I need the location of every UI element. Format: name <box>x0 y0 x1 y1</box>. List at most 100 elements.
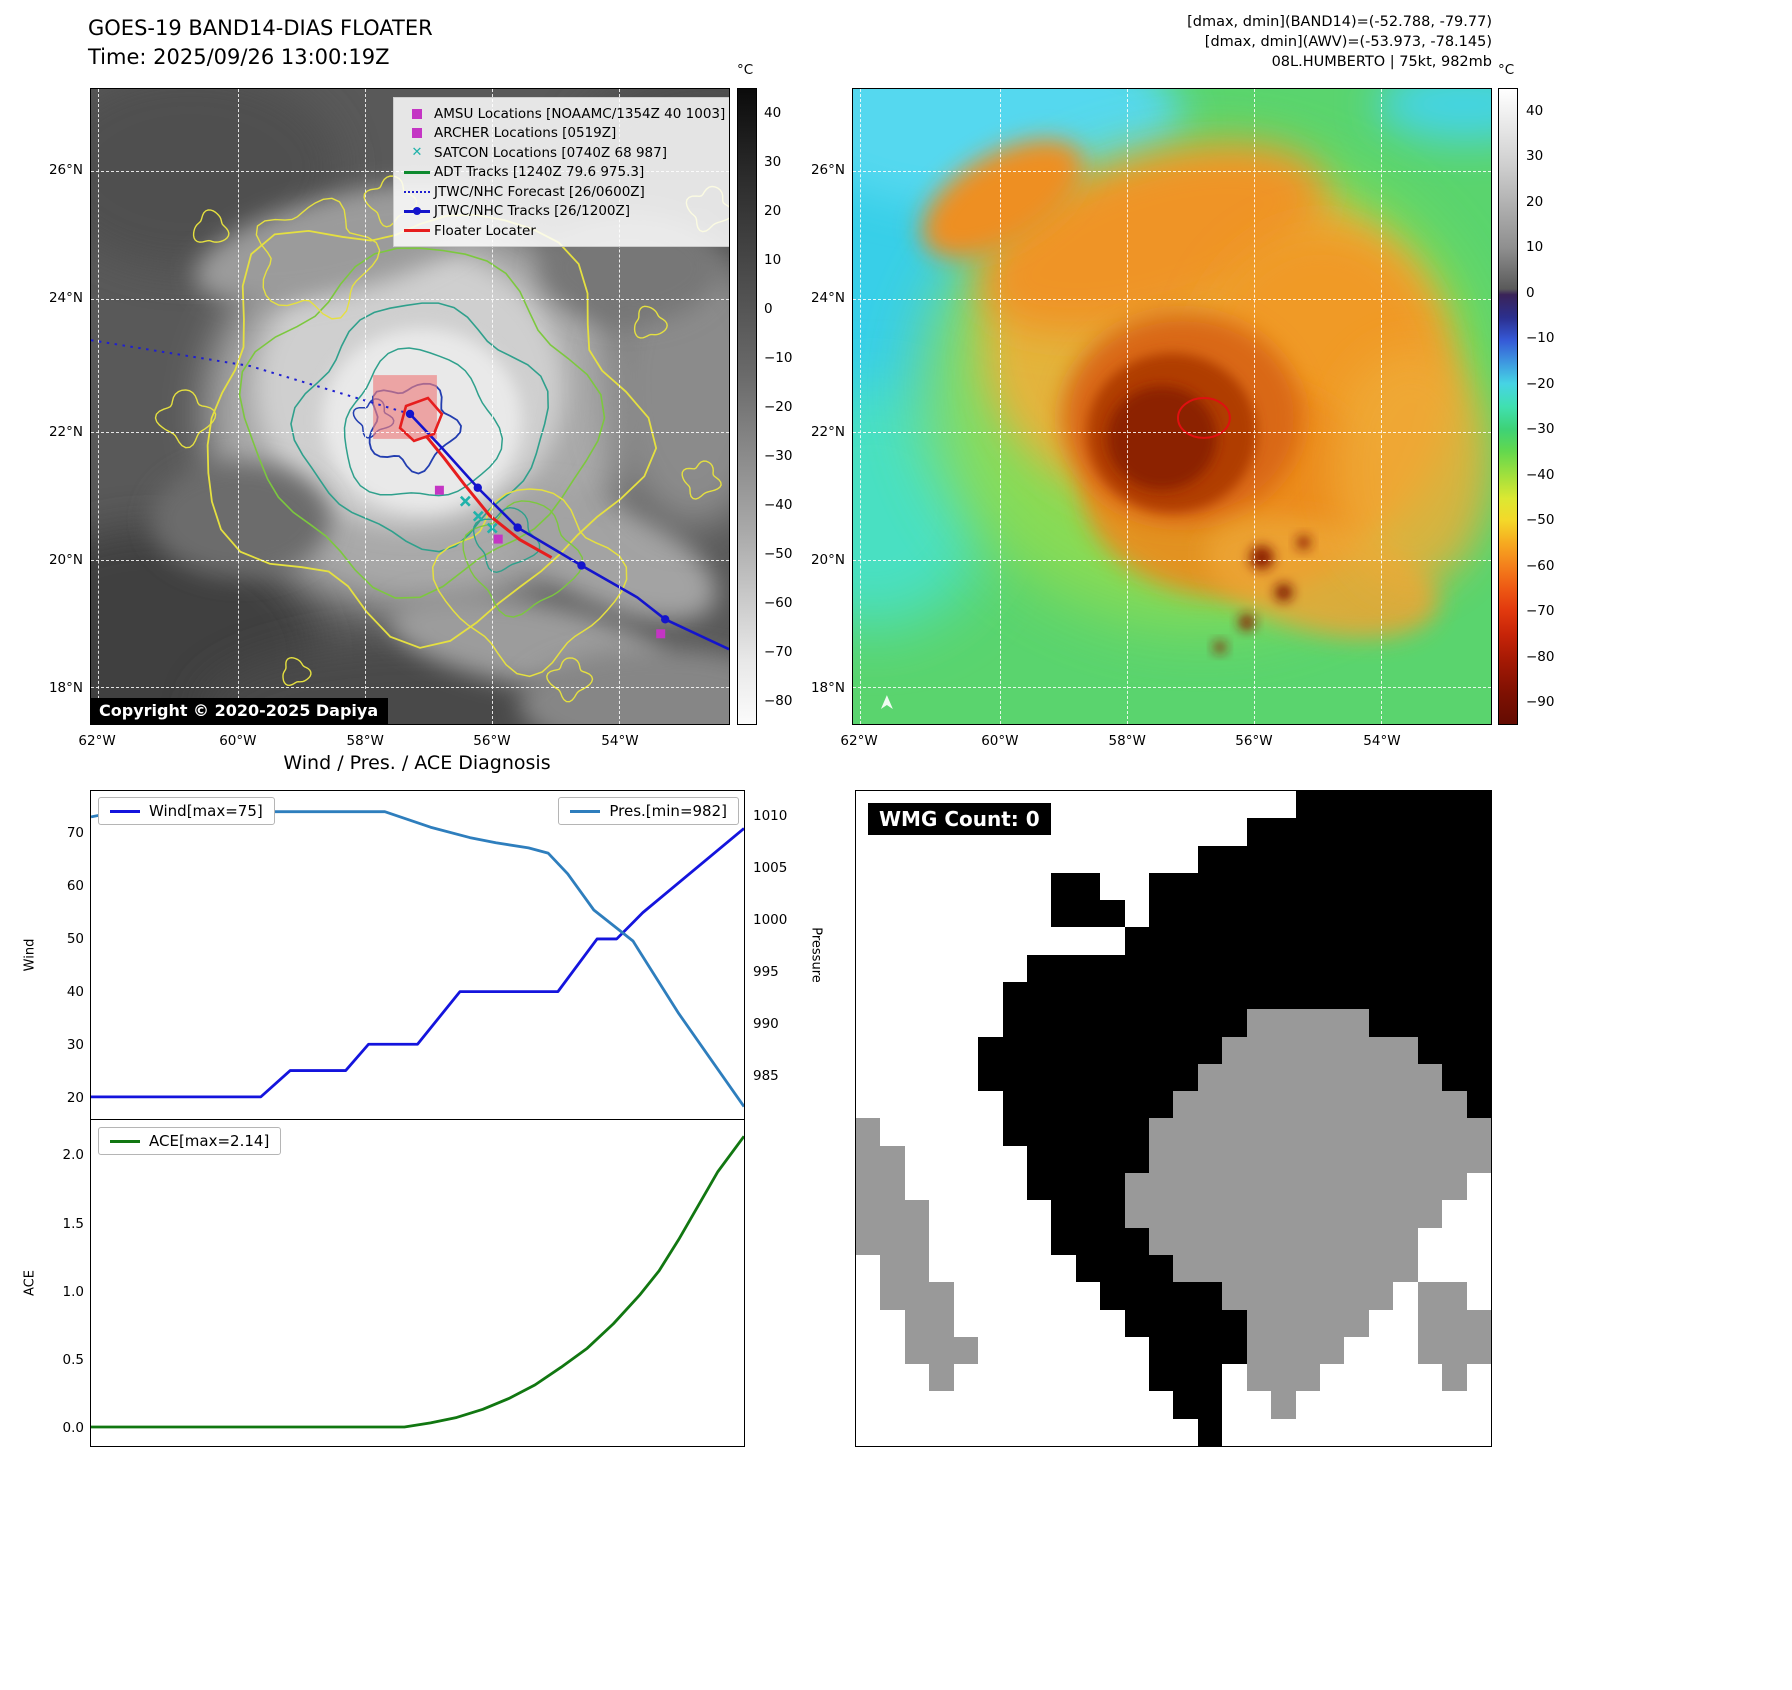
wmg-cell <box>1002 872 1027 901</box>
wmg-cell <box>953 1309 979 1337</box>
wmg-cell <box>880 1173 905 1201</box>
wmg-cell <box>1417 1036 1443 1064</box>
wmg-cell <box>1320 1309 1345 1337</box>
wmg-cell <box>1222 872 1247 901</box>
wmg-cell <box>1197 1036 1223 1064</box>
wmg-cell <box>1222 1200 1247 1228</box>
legend-marker-square <box>400 128 434 139</box>
wmg-cell <box>1442 818 1467 846</box>
wmg-cell <box>1246 1309 1272 1337</box>
wmg-cell <box>1320 1364 1345 1392</box>
wmg-cell <box>904 1227 930 1255</box>
wmg-cell <box>1173 1063 1198 1092</box>
wmg-cell <box>1442 1282 1467 1310</box>
wmg-cell <box>1466 954 1491 983</box>
wmg-cell <box>1344 900 1369 928</box>
wmg-cell <box>1051 791 1076 819</box>
wmg-cell <box>1002 900 1027 928</box>
wmg-cell <box>1320 845 1345 873</box>
wmg-cell <box>1344 845 1369 873</box>
wmg-cell <box>1393 1173 1418 1201</box>
wmg-cell <box>1442 1145 1467 1174</box>
wmg-cell <box>1344 1309 1369 1337</box>
wmg-cell <box>904 1091 930 1119</box>
wmg-cell <box>1466 791 1491 819</box>
wmg-cell <box>1075 1254 1101 1283</box>
wmg-cell <box>1075 1336 1101 1365</box>
wmg-cell <box>1320 927 1345 955</box>
wmg-cell <box>1002 1063 1027 1092</box>
wind-tick-label: 20 <box>66 1089 84 1106</box>
wmg-cell <box>1197 1227 1223 1255</box>
wmg-cell <box>978 1173 1003 1201</box>
wmg-cell <box>953 1418 979 1446</box>
wmg-cell <box>1197 1173 1223 1201</box>
wmg-cell <box>1466 872 1491 901</box>
storm-header: [dmax, dmin](BAND14)=(-52.788, -79.77) [… <box>892 12 1492 72</box>
wmg-cell <box>1173 1036 1198 1064</box>
wmg-cell <box>1344 1173 1369 1201</box>
wmg-cell <box>1417 1254 1443 1283</box>
wmg-cell <box>1002 1091 1027 1119</box>
wmg-cell <box>1246 1336 1272 1365</box>
wmg-cell <box>1368 872 1394 901</box>
wmg-cell <box>1002 1227 1027 1255</box>
wmg-cell <box>929 982 954 1010</box>
wmg-cell <box>1344 1009 1369 1037</box>
wmg-cell <box>1442 1309 1467 1337</box>
wmg-cell <box>1100 1418 1125 1446</box>
wmg-cell <box>1393 1145 1418 1174</box>
wind-tick-label: 70 <box>66 824 84 841</box>
ace-tick-label: 0.5 <box>62 1351 84 1368</box>
x-marker-icon: ✕ <box>411 145 423 161</box>
wmg-cell <box>856 1063 881 1092</box>
wmg-cell <box>1197 1200 1223 1228</box>
wmg-cell <box>1344 1063 1369 1092</box>
wmg-cell <box>978 1254 1003 1283</box>
wmg-cell <box>1368 1145 1394 1174</box>
wmg-cell <box>1124 954 1150 983</box>
wmg-cell <box>1149 1254 1174 1283</box>
wmg-cell <box>1320 1145 1345 1174</box>
wmg-cell <box>1246 982 1272 1010</box>
series-Pres. <box>91 812 744 1107</box>
wmg-cell <box>1344 1336 1369 1365</box>
wmg-cell <box>904 1009 930 1037</box>
awv-colorbar <box>1498 88 1518 725</box>
wmg-cell <box>1368 1254 1394 1283</box>
wmg-cell <box>978 1063 1003 1092</box>
wmg-cell <box>1002 1145 1027 1174</box>
wmg-cell <box>1149 1118 1174 1146</box>
legend-item: Floater Locater <box>400 221 724 241</box>
lat-tick-label: 20°N <box>48 552 83 569</box>
contour-line <box>472 506 541 573</box>
wmg-cell <box>1271 1091 1296 1119</box>
colorbar-tick-label: −20 <box>764 398 793 415</box>
wmg-cell <box>1002 1254 1027 1283</box>
wmg-cell <box>1393 1418 1418 1446</box>
wmg-cell <box>1100 1336 1125 1365</box>
wmg-cell <box>856 900 881 928</box>
wmg-cell <box>1320 982 1345 1010</box>
wmg-cell <box>1051 872 1076 901</box>
wmg-cell <box>1197 982 1223 1010</box>
colorbar-tick-label: −30 <box>764 447 793 464</box>
wmg-cell <box>1393 1391 1418 1419</box>
wmg-cell <box>929 1063 954 1092</box>
wmg-cell <box>1002 1036 1027 1064</box>
wmg-cell <box>929 1118 954 1146</box>
wmg-cell <box>1173 791 1198 819</box>
wind-legend: Wind[max=75] <box>98 797 275 825</box>
wmg-cell <box>1051 927 1076 955</box>
ace-tick-label: 1.5 <box>62 1215 84 1232</box>
wmg-cell <box>929 1036 954 1064</box>
wmg-cell <box>1271 1009 1296 1037</box>
wmg-cell <box>1417 982 1443 1010</box>
wmg-cell <box>929 1009 954 1037</box>
wmg-cell <box>1075 1063 1101 1092</box>
wind-legend-label: Wind[max=75] <box>149 802 263 820</box>
contour-line <box>255 197 381 320</box>
wmg-cell <box>1124 1364 1150 1392</box>
wmg-cell <box>1149 1009 1174 1037</box>
wmg-cell <box>1344 982 1369 1010</box>
